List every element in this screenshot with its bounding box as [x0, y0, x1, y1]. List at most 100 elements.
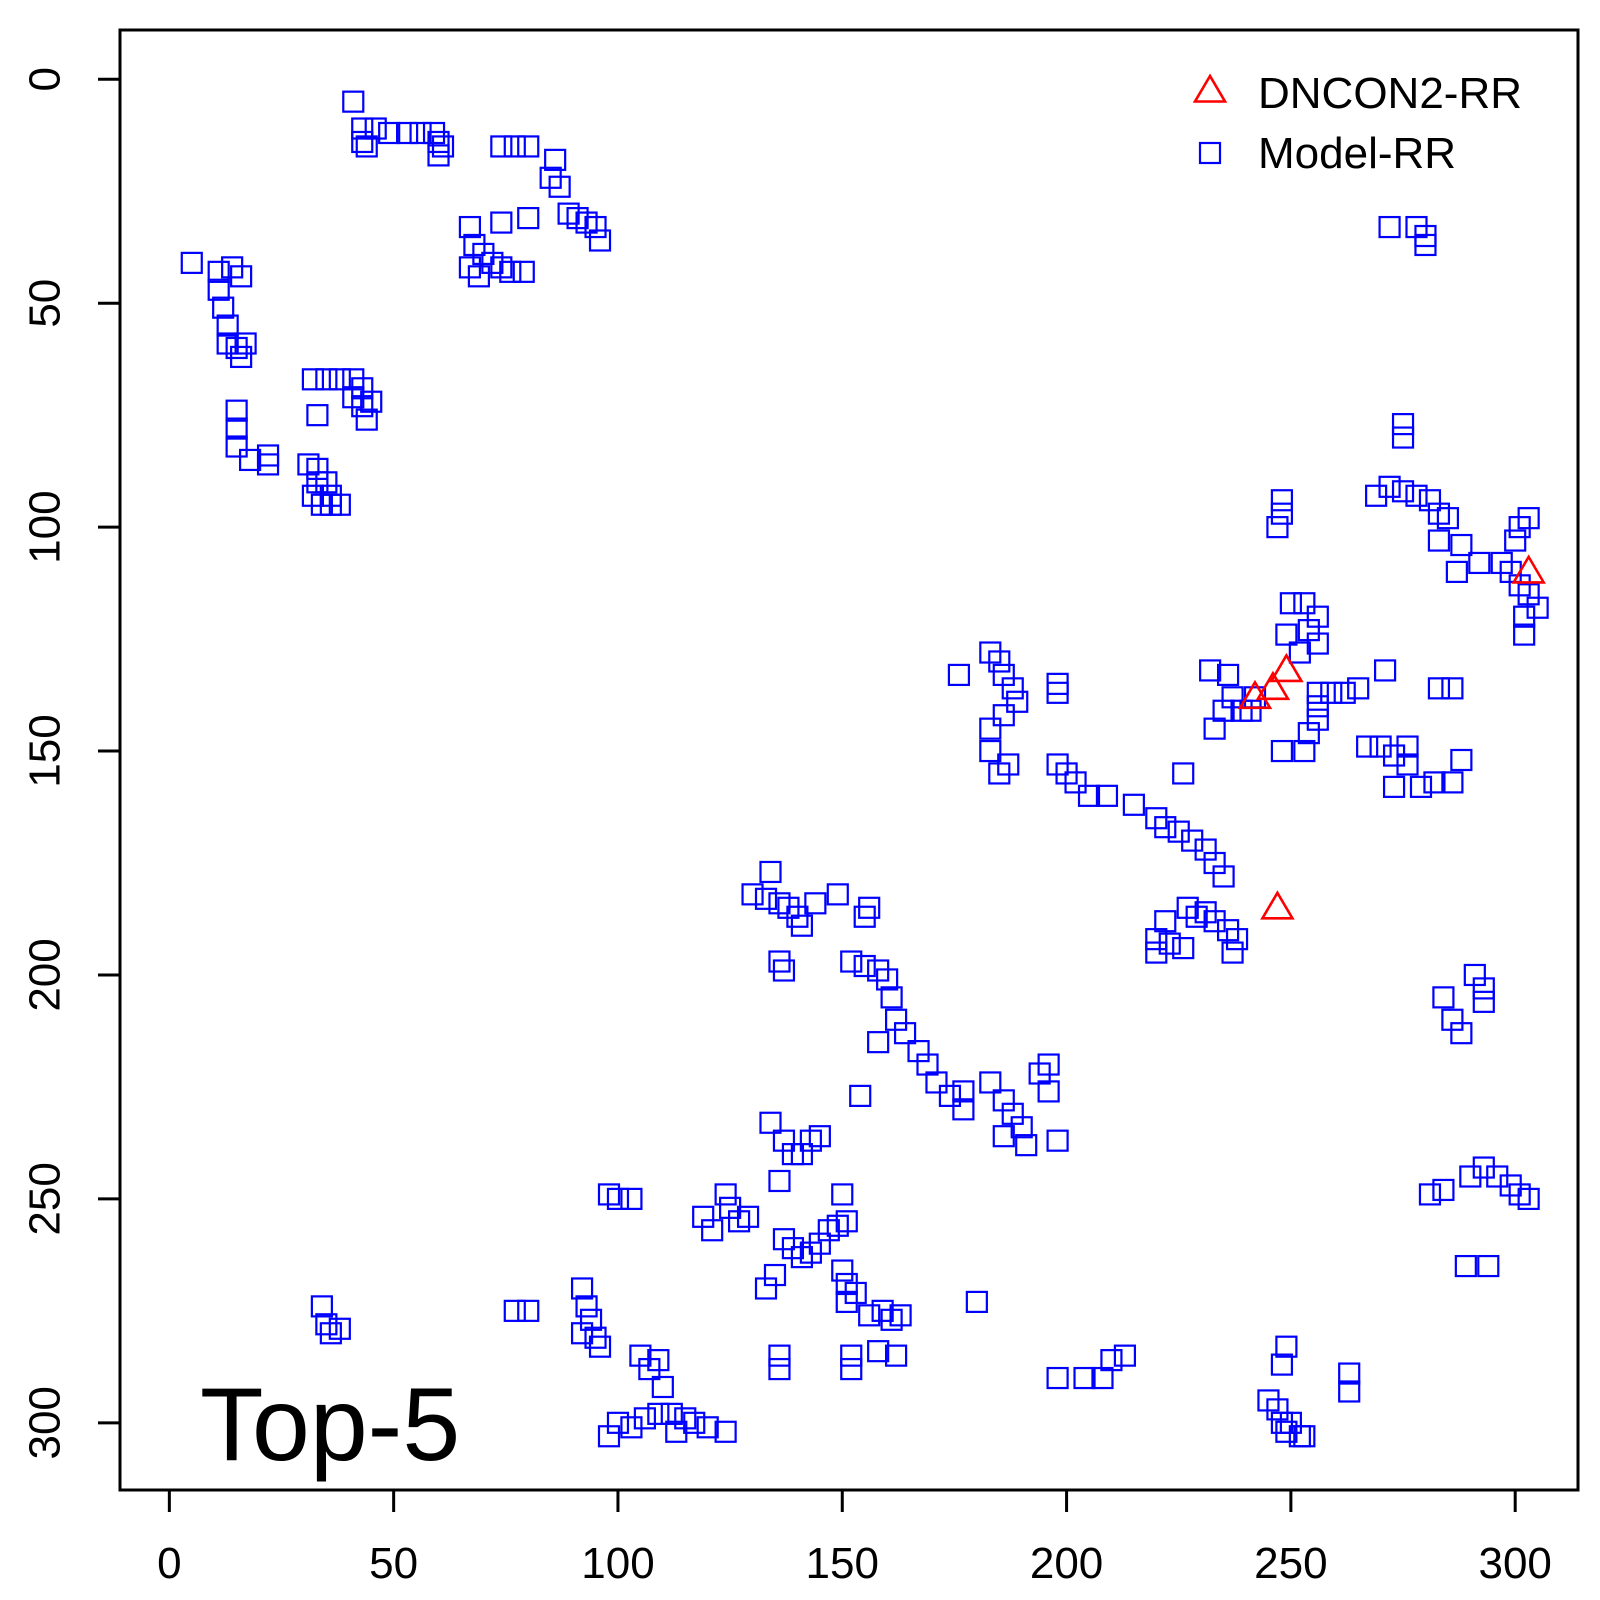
model-rr-point: [1513, 605, 1536, 628]
model-rr-point: [1297, 722, 1320, 745]
model-rr-point: [1154, 816, 1177, 839]
model-rr-point: [1046, 681, 1069, 704]
model-rr-point: [759, 860, 782, 884]
model-rr-point: [1185, 905, 1208, 928]
model-rr-point: [1015, 1134, 1038, 1157]
model-rr-point: [458, 256, 482, 279]
model-rr-point: [835, 1290, 858, 1314]
model-rr-point: [1006, 690, 1029, 713]
model-rr-point: [867, 1340, 890, 1363]
model-rr-point: [1427, 529, 1451, 552]
model-rr-point: [741, 883, 764, 906]
model-rr-point: [647, 1402, 670, 1425]
model-rr-point: [880, 986, 903, 1009]
model-rr-point: [1436, 507, 1460, 530]
x-tick-label: 50: [369, 1539, 418, 1588]
model-rr-point: [759, 1111, 782, 1134]
x-tick-label: 250: [1254, 1539, 1327, 1588]
y-tick-label: 50: [21, 279, 70, 328]
model-rr-point: [1172, 936, 1195, 960]
model-rr-point: [1145, 928, 1168, 951]
model-rr-point: [1432, 986, 1455, 1009]
model-rr-point: [1073, 1366, 1096, 1390]
model-rr-point: [1450, 1022, 1473, 1045]
model-rr-point: [696, 1416, 719, 1439]
model-rr-point: [979, 1071, 1002, 1094]
model-rr-point: [1347, 677, 1370, 700]
legend-square-marker: [1198, 141, 1222, 165]
model-rr-point: [548, 175, 571, 198]
model-rr-point: [1221, 941, 1244, 964]
model-rr-point: [584, 215, 607, 239]
model-rr-point: [1508, 516, 1531, 539]
legend-triangle-marker: [1192, 73, 1228, 103]
model-rr-point: [1266, 1398, 1289, 1421]
model-rr-point: [808, 1125, 831, 1148]
model-rr-point: [1382, 775, 1406, 798]
model-rr-point: [1037, 1053, 1060, 1076]
model-rr-point: [1270, 1353, 1294, 1376]
model-rr-point: [714, 1183, 737, 1206]
model-rr-point: [1001, 677, 1024, 700]
y-tick-label: 100: [21, 490, 70, 563]
model-rr-point: [378, 121, 401, 145]
x-tick-label: 150: [806, 1539, 879, 1588]
model-rr-point: [1095, 784, 1119, 807]
model-rr-point: [660, 1402, 683, 1425]
model-rr-point: [1423, 771, 1446, 794]
model-rr-point: [835, 1210, 858, 1233]
model-rr-point: [517, 135, 540, 158]
model-rr-point: [1405, 484, 1428, 507]
model-rr-point: [1203, 717, 1226, 740]
model-rr-point: [1477, 1254, 1500, 1278]
model-rr-point: [952, 1098, 975, 1121]
data-points: [180, 90, 1549, 1448]
model-rr-point: [1293, 739, 1316, 763]
model-rr-point: [1450, 533, 1473, 557]
model-rr-point: [1338, 1362, 1361, 1385]
model-rr-point: [458, 215, 482, 239]
model-rr-point: [876, 968, 899, 991]
model-rr-point: [315, 471, 338, 494]
model-rr-point: [499, 260, 522, 283]
model-rr-point: [490, 135, 513, 158]
model-rr-point: [512, 260, 535, 283]
model-rr-point: [992, 1125, 1015, 1148]
model-rr-point: [606, 1187, 630, 1210]
model-rr-point: [517, 1299, 540, 1322]
model-rr-point: [1216, 663, 1240, 687]
model-rr-point: [1239, 699, 1262, 722]
model-rr-point: [1409, 775, 1433, 798]
model-rr-point: [1275, 1420, 1298, 1443]
model-rr-point: [736, 1205, 760, 1228]
model-rr-point: [853, 905, 876, 928]
model-rr-point: [1441, 771, 1464, 794]
model-rr-point: [925, 1071, 948, 1094]
model-rr-point: [1064, 771, 1087, 794]
model-rr-point: [790, 914, 813, 937]
model-rr-point: [1306, 695, 1329, 718]
x-tick-label: 0: [157, 1539, 181, 1588]
model-rr-point: [517, 206, 540, 230]
model-rr-point: [490, 211, 513, 234]
model-rr-point: [301, 484, 325, 507]
model-rr-point: [992, 704, 1015, 727]
model-rr-point: [1356, 735, 1379, 758]
model-rr-point: [1225, 928, 1249, 951]
model-rr-point: [1270, 739, 1294, 763]
model-rr-point: [310, 1295, 333, 1318]
model-rr-point: [1100, 1349, 1123, 1372]
model-rr-point: [1414, 233, 1437, 257]
y-tick-label: 200: [21, 938, 70, 1011]
model-rr-point: [1288, 641, 1311, 664]
model-rr-point: [1391, 413, 1415, 436]
model-rr-point: [342, 90, 365, 113]
model-rr-point: [230, 265, 253, 288]
dncon2-rr-point: [1255, 670, 1291, 701]
model-rr-point: [1212, 865, 1235, 888]
model-rr-point: [1391, 426, 1415, 449]
model-rr-point: [853, 954, 876, 978]
model-rr-point: [714, 1420, 737, 1443]
model-rr-point: [328, 493, 351, 516]
model-rr-point: [1122, 793, 1145, 816]
